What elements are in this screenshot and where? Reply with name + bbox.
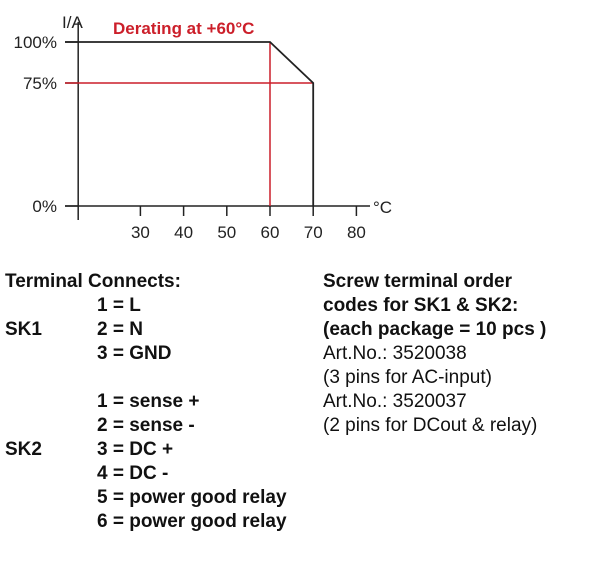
y-tick-label: 100% (14, 33, 57, 52)
x-axis-label: °C (373, 198, 392, 217)
sk1-item: 1 = L (97, 295, 141, 316)
order-heading: codes for SK1 & SK2: (323, 295, 519, 316)
sk2-label: SK2 (5, 439, 42, 460)
order-heading: (each package = 10 pcs ) (323, 319, 547, 340)
x-tick-label: 40 (174, 223, 193, 242)
x-tick-label: 60 (261, 223, 280, 242)
sk1-item: 2 = N (97, 319, 143, 340)
chart-title: Derating at +60°C (113, 19, 254, 38)
sk2-item: 5 = power good relay (97, 487, 287, 508)
sk1-item: 3 = GND (97, 343, 172, 364)
sk2-item: 2 = sense - (97, 415, 195, 436)
order-item: Art.No.: 3520037 (323, 391, 467, 412)
y-tick-label: 75% (23, 74, 57, 93)
x-tick-label: 30 (131, 223, 150, 242)
x-tick-label: 50 (217, 223, 236, 242)
sk2-item: 6 = power good relay (97, 511, 287, 532)
order-item: Art.No.: 3520038 (323, 343, 467, 364)
order-item: (2 pins for DCout & relay) (323, 415, 538, 436)
order-heading: Screw terminal order (323, 271, 513, 292)
sk2-item: 3 = DC + (97, 439, 174, 460)
sk2-item: 1 = sense + (97, 391, 200, 412)
derating-chart: 0% 75% 100% 30 40 50 60 70 80 I/A °C Derating at +6… (14, 13, 393, 242)
sk1-label: SK1 (5, 319, 42, 340)
x-tick-label: 70 (304, 223, 323, 242)
derating-curve (65, 41, 315, 206)
y-axis-label: I/A (62, 13, 83, 32)
order-item: (3 pins for AC-input) (323, 367, 492, 388)
terminal-heading: Terminal Connects: (5, 271, 181, 292)
y-tick-label: 0% (32, 197, 57, 216)
sk2-item: 4 = DC - (97, 463, 169, 484)
x-tick-label: 80 (347, 223, 366, 242)
